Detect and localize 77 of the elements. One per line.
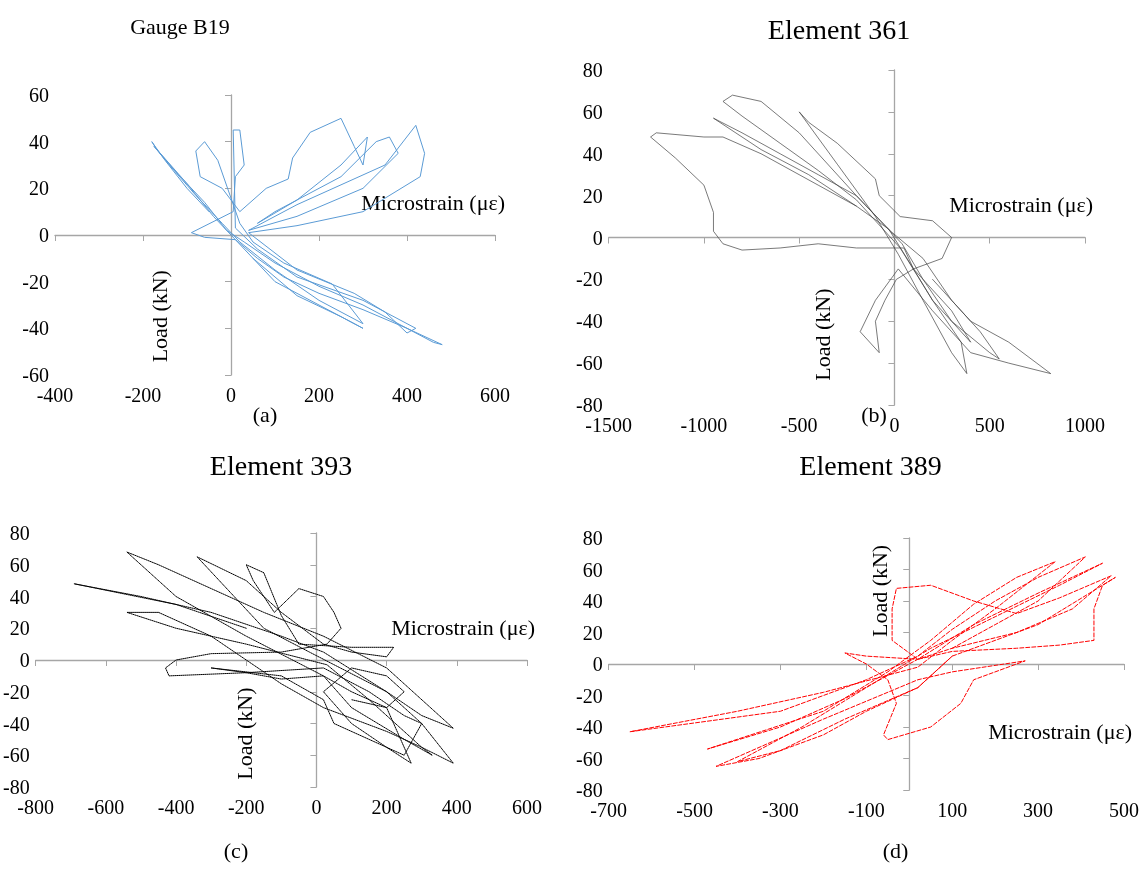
- y-tick-label: -40: [22, 317, 49, 340]
- x-tick-label: 0: [889, 414, 900, 436]
- y-tick-label: 40: [582, 142, 603, 165]
- y-tick-label: 40: [9, 585, 30, 608]
- y-tick-label: -80: [575, 394, 603, 416]
- x-tick-label: 400: [441, 796, 472, 818]
- x-axis-title: Microstrain (με): [949, 192, 1093, 217]
- x-axis-title: Microstrain (με): [391, 614, 535, 640]
- y-tick-label: -60: [2, 744, 30, 767]
- y-tick-label: 60: [582, 558, 603, 581]
- y-tick-label: -80: [2, 776, 30, 798]
- x-tick-label: 0: [311, 796, 322, 818]
- y-tick-label: -40: [575, 310, 603, 333]
- y-tick-label: 60: [582, 100, 603, 123]
- y-tick-label: -40: [2, 712, 30, 735]
- x-tick-label: -800: [17, 796, 54, 818]
- y-tick-label: 0: [592, 653, 603, 675]
- x-axis-title: Microstrain (με): [988, 718, 1132, 744]
- x-tick-label: 100: [937, 799, 968, 821]
- x-tick-label: -500: [780, 414, 818, 436]
- text: (d): [882, 837, 909, 863]
- y-tick-label: -60: [575, 352, 603, 375]
- x-tick-label: 300: [1023, 799, 1054, 821]
- x-tick-label: -200: [227, 796, 265, 818]
- x-tick-label: -100: [847, 799, 885, 821]
- x-tick-label: 200: [304, 384, 334, 406]
- x-tick-label: 0: [226, 384, 236, 406]
- y-tick-label: 60: [29, 84, 49, 106]
- x-axis-title: Microstrain (με): [361, 189, 505, 215]
- text: (c): [223, 837, 249, 863]
- x-tick-label: 200: [371, 796, 402, 818]
- y-tick-label: -60: [22, 364, 49, 386]
- y-tick-label: -40: [575, 716, 603, 738]
- y-tick-label: 20: [582, 621, 603, 644]
- y-tick-label: -20: [575, 684, 603, 707]
- x-tick-label: -400: [36, 384, 74, 406]
- text: (a): [252, 401, 278, 427]
- x-tick-label: 500: [974, 414, 1005, 436]
- y-tick-label: -20: [2, 680, 30, 703]
- y-tick-label: 40: [582, 590, 603, 612]
- y-tick-label: 80: [582, 527, 603, 549]
- x-tick-label: -700: [590, 799, 627, 821]
- y-tick-label: 20: [582, 184, 603, 207]
- y-tick-label: 80: [582, 59, 603, 81]
- y-tick-label: 0: [39, 224, 49, 246]
- annotation: (b): [861, 401, 887, 427]
- x-tick-label: -1000: [680, 414, 728, 436]
- y-axis-title: Load (kN): [146, 270, 172, 363]
- x-tick-label: -600: [87, 796, 125, 818]
- y-tick-label: -20: [22, 270, 49, 293]
- x-tick-label: 500: [1109, 799, 1139, 821]
- y-tick-label: -60: [575, 747, 603, 770]
- y-tick-label: 60: [9, 553, 30, 576]
- x-tick-label: -500: [676, 799, 713, 821]
- y-tick-label: 0: [592, 226, 603, 249]
- y-tick-label: 0: [19, 649, 30, 671]
- y-tick-label: 20: [9, 617, 30, 640]
- x-tick-label: -1500: [585, 414, 632, 436]
- y-axis-title: Load (kN): [866, 544, 892, 638]
- y-tick-label: 20: [29, 177, 49, 200]
- y-tick-label: 40: [29, 130, 49, 153]
- x-tick-label: -300: [762, 799, 799, 821]
- x-tick-label: 1000: [1065, 414, 1105, 436]
- x-tick-label: -200: [124, 384, 162, 406]
- chart-title: Element 393: [209, 449, 353, 481]
- y-axis-title: Load (kN): [231, 687, 257, 780]
- y-tick-label: -80: [575, 779, 603, 801]
- x-tick-label: 600: [512, 796, 542, 818]
- x-tick-label: 400: [392, 384, 422, 406]
- chart-title: Gauge B19: [130, 13, 230, 39]
- y-axis-title: Load (kN): [809, 288, 835, 381]
- y-tick-label: -20: [575, 268, 603, 291]
- chart-title: Element 361: [767, 13, 911, 45]
- x-tick-label: 600: [480, 384, 510, 406]
- y-tick-label: 80: [9, 522, 30, 544]
- x-tick-label: -400: [157, 796, 195, 818]
- chart-title: Element 389: [799, 449, 942, 481]
